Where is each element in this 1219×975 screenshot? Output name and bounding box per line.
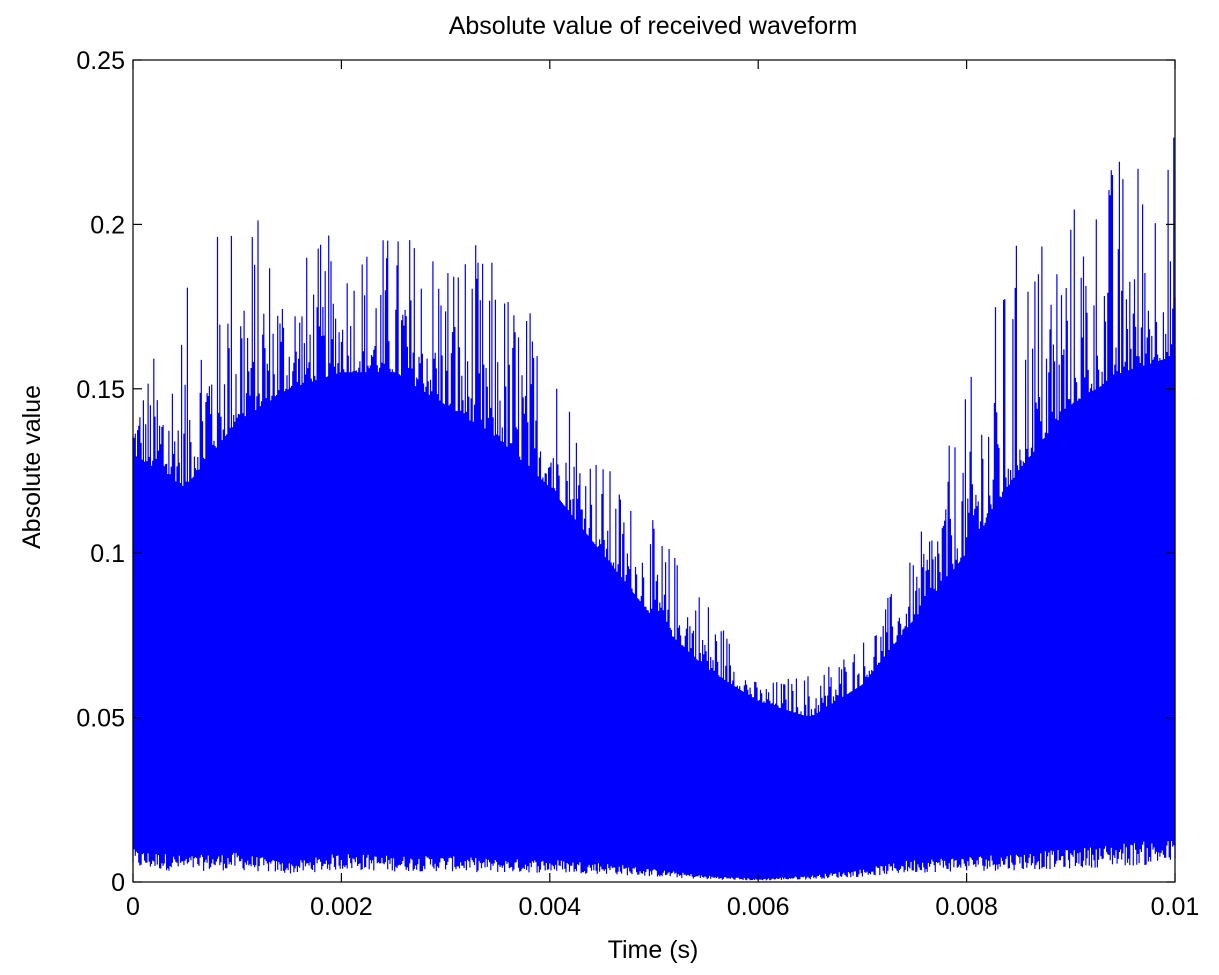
y-tick-label: 0.25 <box>76 47 125 75</box>
x-tick-label: 0.004 <box>519 893 582 921</box>
plot-frame <box>132 59 1176 883</box>
axes-layer <box>132 59 1176 883</box>
y-tick-label: 0 <box>111 869 125 897</box>
y-tick-label: 0.05 <box>76 705 125 733</box>
x-tick-label: 0.008 <box>935 893 998 921</box>
chart-title: Absolute value of received waveform <box>449 12 858 40</box>
y-tick-label: 0.15 <box>76 376 125 404</box>
data-layer <box>132 137 1176 881</box>
y-axis-label: Absolute value <box>18 385 46 549</box>
x-tick-label: 0 <box>126 893 140 921</box>
y-tick-label: 0.2 <box>90 211 125 239</box>
x-axis-label: Time (s) <box>608 936 699 964</box>
x-tick-label: 0.01 <box>1151 893 1200 921</box>
ticks-layer: 0 0.002 0.004 0.006 0.008 0.01 0 0.05 0.1 0.15 0.2… <box>76 47 1199 921</box>
y-tick-label: 0.1 <box>90 540 125 568</box>
x-tick-label: 0.002 <box>310 893 373 921</box>
x-tick-label: 0.006 <box>727 893 790 921</box>
waveform-spikes <box>132 137 1176 881</box>
